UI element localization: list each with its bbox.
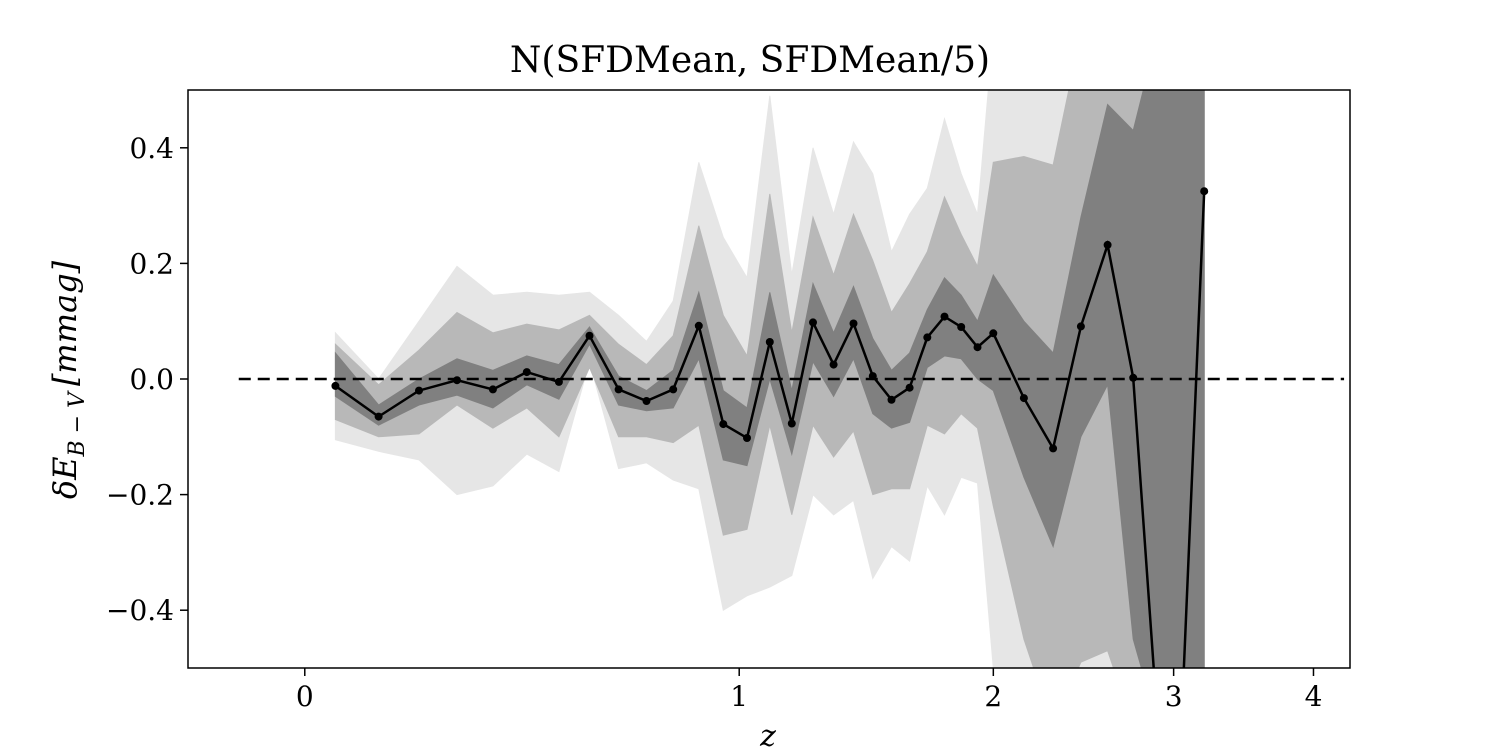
data-point xyxy=(585,331,594,340)
data-point xyxy=(642,397,651,405)
data-point xyxy=(453,376,461,385)
chart-title: N(SFDMean, SFDMean/5) xyxy=(510,40,990,81)
data-point xyxy=(1019,394,1028,403)
x-tick-label: 1 xyxy=(730,680,748,713)
x-tick-label: 2 xyxy=(984,680,1002,713)
data-point xyxy=(849,319,858,328)
data-point xyxy=(940,312,949,321)
data-point xyxy=(1200,187,1209,196)
data-point xyxy=(787,419,796,428)
data-point xyxy=(614,385,623,394)
data-point xyxy=(1103,240,1112,249)
data-point xyxy=(331,381,340,390)
band-1-sigma xyxy=(334,90,1205,668)
x-tick-label: 0 xyxy=(296,680,314,713)
data-point xyxy=(887,395,896,404)
y-axis-ticks: −0.4 −0.2 0.0 0.2 0.4 xyxy=(106,132,188,627)
plot-area xyxy=(238,90,1345,668)
y-axis-label: δEB − V [mmag] xyxy=(46,260,90,499)
y-axis-label-main: δE xyxy=(46,457,84,500)
data-point xyxy=(1076,322,1085,331)
data-point xyxy=(973,343,982,352)
data-point xyxy=(522,368,531,377)
data-point xyxy=(694,321,703,330)
data-point xyxy=(1129,373,1138,382)
data-point xyxy=(957,323,966,331)
y-axis-label-subscript: B − V xyxy=(65,390,90,458)
data-point xyxy=(1049,444,1058,453)
data-point xyxy=(829,360,838,369)
data-point xyxy=(868,372,877,381)
data-point xyxy=(669,385,678,394)
x-axis-ticks: 0 1 2 3 4 xyxy=(296,668,1323,713)
data-point xyxy=(415,386,423,395)
svg-text:δEB − V[mmag]: δEB − V [mmag] xyxy=(46,260,90,499)
data-point xyxy=(374,412,383,421)
x-axis-label: z xyxy=(759,719,776,750)
data-point xyxy=(905,383,914,392)
y-tick-label: −0.2 xyxy=(106,479,174,512)
y-axis-label-unit: [mmag] xyxy=(46,260,84,386)
data-point xyxy=(719,420,728,429)
data-point xyxy=(488,385,497,394)
y-tick-label: 0.2 xyxy=(129,247,174,280)
data-point xyxy=(989,329,998,338)
data-point xyxy=(554,377,563,386)
x-tick-label: 4 xyxy=(1305,680,1323,713)
y-tick-label: 0.4 xyxy=(129,132,174,165)
y-tick-label: 0.0 xyxy=(129,363,174,396)
median-points xyxy=(331,187,1209,453)
data-point xyxy=(743,434,751,442)
data-point xyxy=(809,318,817,327)
confidence-bands xyxy=(334,90,1205,668)
y-tick-label: −0.4 xyxy=(106,594,174,627)
data-point xyxy=(923,333,932,342)
data-point xyxy=(765,338,774,346)
x-tick-label: 3 xyxy=(1165,680,1183,713)
